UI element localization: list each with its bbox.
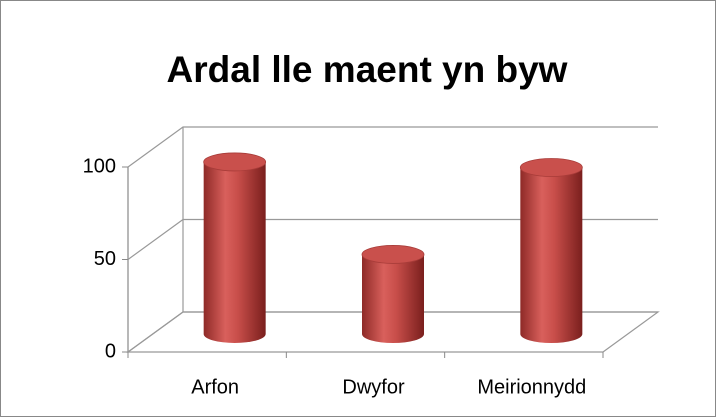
bar-top — [203, 152, 267, 172]
chart-title: Ardal lle maent yn byw — [167, 49, 568, 90]
x-tick-label: Dwyfor — [342, 376, 405, 398]
grid-line — [127, 218, 658, 260]
bar-body — [520, 167, 583, 343]
x-tick-label: Meirionnydd — [477, 376, 586, 398]
bar — [361, 245, 425, 343]
bar-body — [362, 254, 424, 343]
grid-line — [127, 126, 658, 168]
grid-line — [127, 311, 658, 353]
bar-top — [361, 245, 425, 264]
bar-top — [519, 158, 583, 177]
bar — [203, 152, 267, 343]
bar-body — [203, 161, 266, 343]
y-tick-label: 100 — [83, 155, 116, 177]
y-tick-label: 50 — [94, 248, 116, 270]
x-tick-label: Arfon — [191, 376, 239, 398]
y-tick-label: 0 — [105, 340, 116, 362]
bar — [519, 158, 583, 343]
